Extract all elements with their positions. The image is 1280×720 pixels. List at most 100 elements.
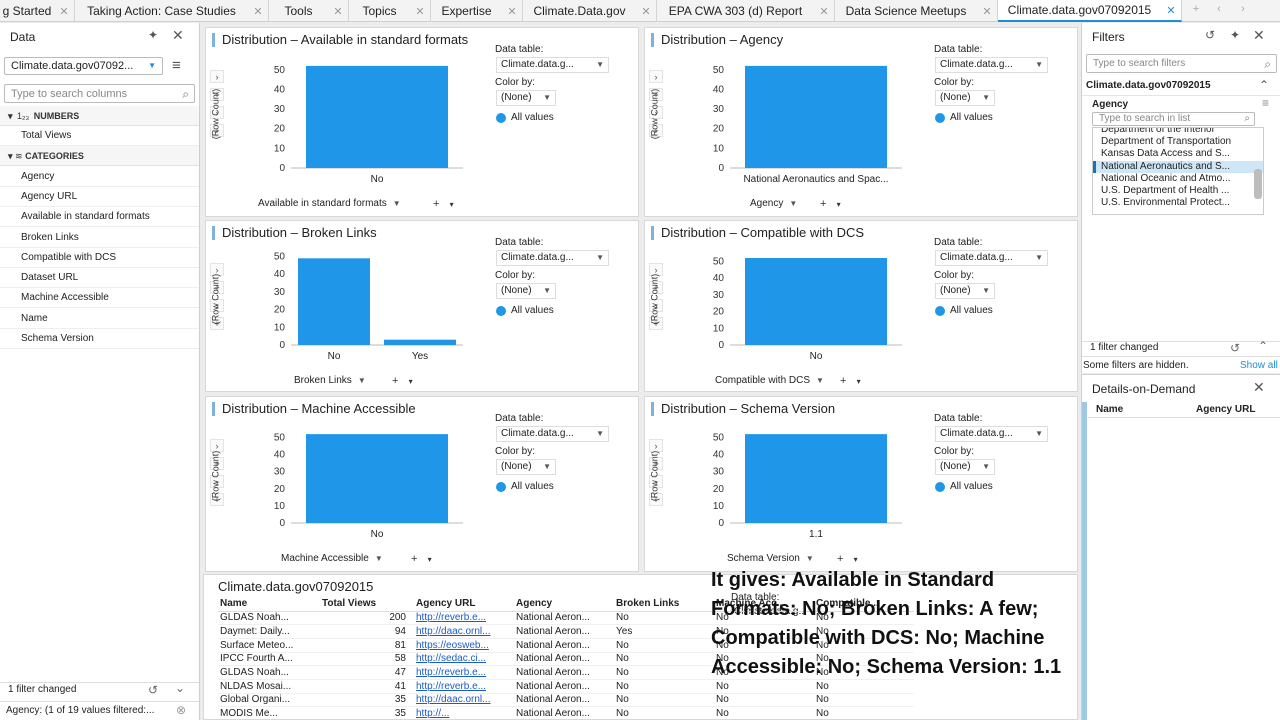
bar[interactable] xyxy=(384,339,456,345)
clear-filter-icon[interactable]: ⊗ xyxy=(176,703,187,717)
column-header[interactable]: Name xyxy=(218,597,320,612)
chart-side-button[interactable]: › xyxy=(210,475,224,488)
column-header[interactable]: Machine Acc... xyxy=(714,597,814,612)
filter-list-item[interactable]: Department of the Interior xyxy=(1101,127,1215,135)
column-header[interactable]: Broken Links xyxy=(614,597,714,612)
chart-side-button[interactable]: › xyxy=(210,299,224,312)
bar[interactable] xyxy=(298,258,370,345)
color-by-dropdown[interactable]: (None) ▼ xyxy=(496,90,556,106)
column-name[interactable]: Name xyxy=(0,309,199,329)
column-header[interactable]: Compatible... xyxy=(814,597,914,612)
table-row[interactable]: Daymet: Daily... 94 http://daac.ornl... Nat… xyxy=(218,624,914,639)
table-row[interactable]: MODIS Me... 35 http://... National Aeron...… xyxy=(218,706,914,720)
column-available-standard-formats[interactable]: Available in standard formats xyxy=(0,207,199,227)
table-cell[interactable]: http://reverb.e... xyxy=(414,665,514,680)
tab-tools[interactable]: Tools ✕ xyxy=(269,0,349,22)
chart-side-button[interactable]: › xyxy=(210,263,224,276)
close-icon[interactable]: ✕ xyxy=(641,5,651,18)
data-table-dropdown[interactable]: Climate.data.g... ▼ xyxy=(935,426,1048,442)
column-total-views[interactable]: Total Views xyxy=(0,126,199,146)
add-axis-button[interactable]: + ▾ xyxy=(840,373,861,390)
tab-case-studies[interactable]: Taking Action: Case Studies ✕ xyxy=(75,0,269,22)
pin-icon[interactable]: ✦ xyxy=(148,28,159,42)
chart-side-button[interactable]: › xyxy=(210,106,224,119)
chart-side-button[interactable]: + xyxy=(210,457,224,470)
pin-icon[interactable]: ✦ xyxy=(1230,28,1241,42)
next-tab-button[interactable]: › xyxy=(1241,3,1245,15)
add-axis-button[interactable]: + ▾ xyxy=(837,551,858,568)
chart-side-button[interactable]: › xyxy=(649,299,663,312)
close-icon[interactable]: ✕ xyxy=(982,5,992,18)
chart-side-button[interactable]: + xyxy=(210,317,224,330)
close-icon[interactable]: ✕ xyxy=(333,5,343,18)
category-axis-selector[interactable]: Machine Accessible ▼ xyxy=(281,551,383,567)
column-header[interactable]: Agency URL xyxy=(414,597,514,612)
menu-icon[interactable]: ≡ xyxy=(172,57,181,74)
add-axis-button[interactable]: + ▾ xyxy=(411,551,432,568)
close-icon[interactable]: ✕ xyxy=(1166,4,1176,17)
add-axis-button[interactable]: + ▾ xyxy=(433,196,454,213)
close-icon[interactable]: ✕ xyxy=(1253,27,1265,43)
bar[interactable] xyxy=(306,434,448,523)
table-row[interactable]: NLDAS Mosai... 41 http://reverb.e... Nation… xyxy=(218,679,914,694)
search-filters-input[interactable]: Type to search filters ⌕ xyxy=(1086,54,1277,73)
bar[interactable] xyxy=(745,65,887,168)
reset-icon[interactable]: ↺ xyxy=(148,683,159,697)
chart-side-button[interactable]: + xyxy=(210,281,224,294)
tab-climate-data-gov[interactable]: Climate.Data.gov ✕ xyxy=(523,0,657,22)
chart-side-button[interactable]: + xyxy=(649,88,663,101)
tab-data-science-meetups[interactable]: Data Science Meetups ✕ xyxy=(835,0,998,22)
color-by-dropdown[interactable]: (None) ▼ xyxy=(935,90,995,106)
tab-climate-data-active[interactable]: Climate.data.gov07092015 ✕ xyxy=(998,0,1182,22)
chart-side-button[interactable]: + xyxy=(210,124,224,137)
data-table-dropdown[interactable]: Climate.data.g... ▼ xyxy=(935,57,1048,73)
close-icon[interactable]: ✕ xyxy=(253,5,263,18)
table-cell[interactable]: http://... xyxy=(414,706,514,720)
bar[interactable] xyxy=(306,65,448,168)
table-cell[interactable]: http://sedac.ci... xyxy=(414,652,514,667)
close-icon[interactable]: ✕ xyxy=(172,27,184,43)
data-source-dropdown[interactable]: Climate.data.gov07092... ▼ xyxy=(4,57,163,75)
column-agency-url[interactable]: Agency URL xyxy=(0,187,199,207)
chevron-up-icon[interactable]: ⌃ xyxy=(1258,339,1269,353)
column-broken-links[interactable]: Broken Links xyxy=(0,228,199,248)
column-dataset-url[interactable]: Dataset URL xyxy=(0,268,199,288)
data-table-dropdown[interactable]: Climate.data.g... ▼ xyxy=(935,250,1048,266)
column-header[interactable]: Total Views xyxy=(320,597,414,612)
list-scrollbar[interactable] xyxy=(1254,169,1262,199)
tab-expertise[interactable]: Expertise ✕ xyxy=(431,0,523,22)
chart-side-button[interactable]: › xyxy=(649,106,663,119)
chart-side-button[interactable]: + xyxy=(649,281,663,294)
chart-side-button[interactable]: › xyxy=(649,475,663,488)
chart-side-button[interactable]: › xyxy=(649,263,663,276)
tab-getting-started[interactable]: g Started ✕ xyxy=(0,0,75,22)
column-machine-accessible[interactable]: Machine Accessible xyxy=(0,288,199,308)
color-by-dropdown[interactable]: (None) ▼ xyxy=(496,283,556,299)
column-header[interactable]: Agency xyxy=(514,597,614,612)
new-tab-button[interactable]: + xyxy=(1192,3,1200,15)
chart-side-button[interactable]: + xyxy=(649,124,663,137)
table-row[interactable]: GLDAS Noah... 47 http://reverb.e... Nationa… xyxy=(218,665,914,680)
color-by-dropdown[interactable]: (None) ▼ xyxy=(496,459,556,475)
column-agency[interactable]: Agency xyxy=(0,167,199,187)
category-axis-selector[interactable]: Broken Links ▼ xyxy=(294,373,366,389)
chart-side-button[interactable]: + xyxy=(210,88,224,101)
filter-list-item[interactable]: U.S. Department of Health ... xyxy=(1101,184,1230,196)
table-cell[interactable]: http://reverb.e... xyxy=(414,611,514,626)
add-axis-button[interactable]: + ▾ xyxy=(392,373,413,390)
close-icon[interactable]: ✕ xyxy=(1253,379,1265,395)
chevron-up-icon[interactable]: ⌃ xyxy=(1259,78,1270,92)
show-all-link[interactable]: Show all xyxy=(1240,360,1278,371)
bar[interactable] xyxy=(745,434,887,523)
prev-tab-button[interactable]: ‹ xyxy=(1217,3,1221,15)
table-row[interactable]: IPCC Fourth A... 58 http://sedac.ci... Nati… xyxy=(218,652,914,667)
filter-list-item[interactable]: U.S. Environmental Protect... xyxy=(1101,197,1230,209)
filter-list-item[interactable]: National Aeronautics and S... xyxy=(1093,160,1263,173)
table-cell[interactable]: http://reverb.e... xyxy=(414,679,514,694)
color-by-dropdown[interactable]: (None) ▼ xyxy=(935,283,995,299)
chart-side-button[interactable]: › xyxy=(210,70,224,83)
chart-side-button[interactable]: + xyxy=(649,493,663,506)
table-row[interactable]: Global Organi... 35 http://daac.ornl... Nat… xyxy=(218,693,914,708)
chart-side-button[interactable]: + xyxy=(649,457,663,470)
numbers-section-header[interactable]: ▾ 1₂₃ NUMBERS xyxy=(0,106,199,126)
